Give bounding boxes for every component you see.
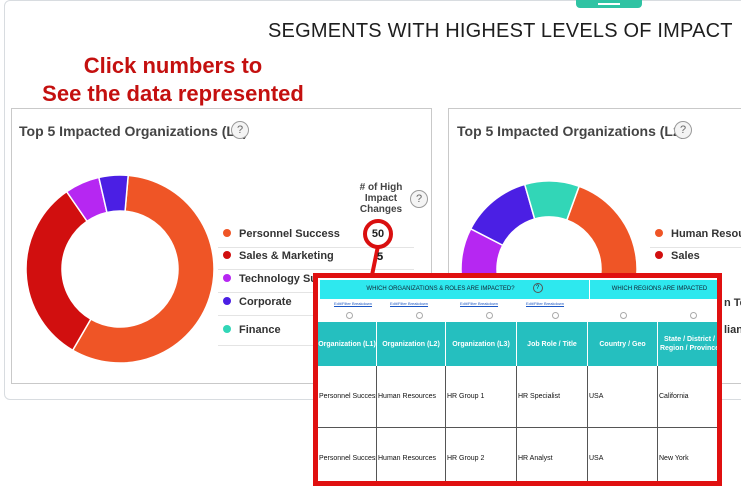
sort-icon[interactable] <box>346 312 353 319</box>
filter-link-1[interactable]: Edit/Filter Breakdown <box>334 301 373 306</box>
sort-icon[interactable] <box>552 312 559 319</box>
sort-icon[interactable] <box>620 312 627 319</box>
highlighted-count-button[interactable]: 50 <box>363 219 393 249</box>
donut-slice-personnel-success[interactable] <box>71 174 215 364</box>
divider <box>218 269 414 270</box>
high-impact-column-header: # of High Impact Changes <box>359 182 403 215</box>
column-header-country[interactable]: Country / Geo <box>588 322 658 366</box>
legend-label: Sales <box>671 250 700 262</box>
legend-item-corporate[interactable]: Corporate <box>223 296 292 308</box>
count-sales-marketing-visible[interactable]: 5 <box>377 251 384 263</box>
filter-link-2[interactable]: Edit/Filter Breakdown <box>390 301 429 306</box>
legend-item-sales-marketing[interactable]: Sales & Marketing <box>223 250 334 262</box>
help-icon[interactable]: ? <box>674 121 692 139</box>
callout-line-1: Click numbers to <box>83 53 263 78</box>
section-header-regions: WHICH REGIONS ARE IMPACTED <box>590 280 717 299</box>
menu-toggle-button[interactable] <box>576 0 642 8</box>
divider <box>218 247 414 248</box>
legend-dot <box>223 274 231 282</box>
page-title: SEGMENTS WITH HIGHEST LEVELS OF IMPACT <box>268 20 733 42</box>
column-header-org-l3[interactable]: Organization (L3) <box>446 322 517 366</box>
column-header-org-l2[interactable]: Organization (L2) <box>377 322 446 366</box>
legend-label: Human Resourc <box>671 228 741 240</box>
legend-dot <box>223 229 231 237</box>
table-cell: USA <box>588 428 658 481</box>
divider <box>650 247 741 248</box>
table-cell: California <box>658 366 717 428</box>
section-header-text: WHICH ORGANIZATIONS & ROLES ARE IMPACTED… <box>366 286 515 292</box>
legend-item-human-resources[interactable]: Human Resourc <box>655 228 741 240</box>
panel-title: Top 5 Impacted Organizations (L1) <box>19 123 248 139</box>
table-cell: Personnel Success <box>318 366 377 428</box>
sort-icon[interactable] <box>486 312 493 319</box>
table-cell: Human Resources <box>377 366 446 428</box>
legend-label: Sales & Marketing <box>239 250 334 262</box>
legend-label: Personnel Success <box>239 228 340 240</box>
donut-chart-l1 <box>25 174 215 364</box>
legend-label: Corporate <box>239 296 292 308</box>
sort-icon[interactable] <box>416 312 423 319</box>
legend-dot <box>223 325 231 333</box>
legend-dot <box>655 251 663 259</box>
legend-dot <box>655 229 663 237</box>
help-icon[interactable]: ? <box>231 121 249 139</box>
help-icon[interactable]: ? <box>532 283 543 294</box>
panel-title: Top 5 Impacted Organizations (L2) <box>457 123 686 139</box>
section-header-organizations: WHICH ORGANIZATIONS & ROLES ARE IMPACTED… <box>320 280 590 299</box>
donut-slice-segment-e[interactable] <box>523 180 581 222</box>
table-cell: HR Specialist <box>517 366 588 428</box>
column-help-icon[interactable]: ? <box>410 190 428 208</box>
legend-item-personnel-success[interactable]: Personnel Success <box>223 228 340 240</box>
table-cell: USA <box>588 366 658 428</box>
filter-link-3[interactable]: Edit/Filter Breakdown <box>460 301 499 306</box>
table-cell: New York <box>658 428 717 481</box>
table-cell: Personnel Success <box>318 428 377 481</box>
count-sales-marketing[interactable]: 5 <box>377 251 384 263</box>
donut-slice-corporate[interactable] <box>97 174 130 214</box>
legend-item-partial-5[interactable]: liano <box>724 324 741 336</box>
instruction-callout: Click numbers to See the data represente… <box>28 52 318 108</box>
column-header-org-l1[interactable]: Organization (L1) <box>318 322 377 366</box>
donut-slice-sales-marketing[interactable] <box>25 190 92 352</box>
callout-line-2: See the data represented <box>42 81 304 106</box>
table-cell: HR Group 2 <box>446 428 517 481</box>
table-cell: Human Resources <box>377 428 446 481</box>
column-header-state[interactable]: State / District / Region / Province <box>658 322 717 366</box>
table-cell: HR Group 1 <box>446 366 517 428</box>
table-cell: HR Analyst <box>517 428 588 481</box>
legend-item-finance[interactable]: Finance <box>223 324 281 336</box>
legend-label: Technology Suc <box>239 273 324 285</box>
sort-icon[interactable] <box>690 312 697 319</box>
legend-dot <box>223 297 231 305</box>
column-header-job-role[interactable]: Job Role / Title <box>517 322 588 366</box>
legend-item-partial-3[interactable]: n Tec <box>724 297 741 309</box>
legend-dot <box>223 251 231 259</box>
filter-link-4[interactable]: Edit/Filter Breakdown <box>526 301 565 306</box>
legend-item-technology[interactable]: Technology Suc <box>223 273 323 285</box>
legend-label: Finance <box>239 324 281 336</box>
drilldown-table-inset: WHICH ORGANIZATIONS & ROLES ARE IMPACTED… <box>313 273 722 486</box>
legend-item-sales[interactable]: Sales <box>655 250 700 262</box>
